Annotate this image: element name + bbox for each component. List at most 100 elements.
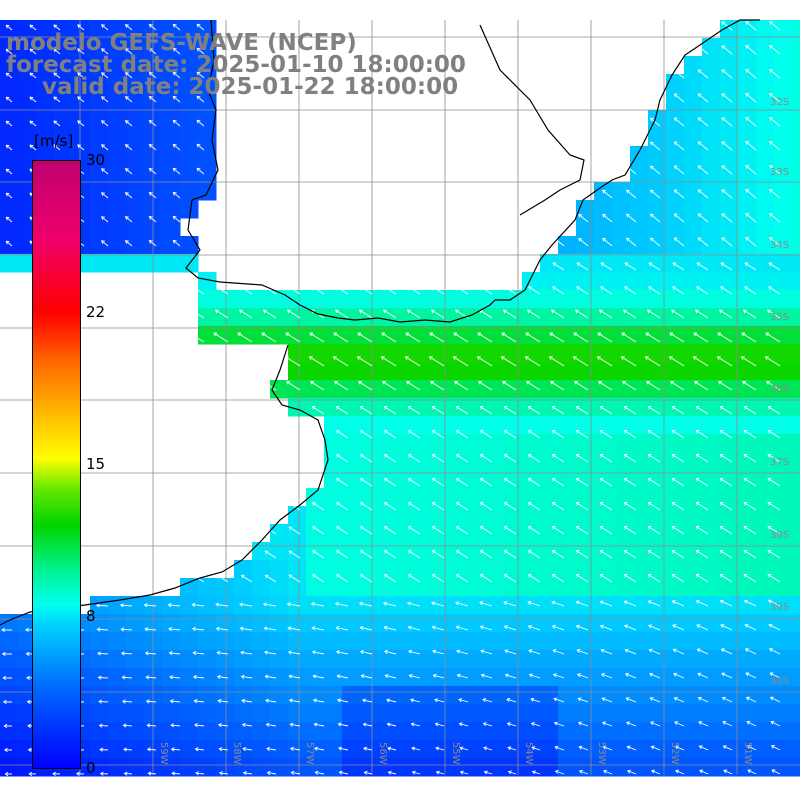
wind-arrow [623, 624, 637, 631]
wind-speed-cell [198, 686, 217, 705]
wind-speed-cell [720, 668, 739, 687]
wind-speed-cell [468, 650, 487, 669]
wind-speed-cell [684, 578, 703, 597]
wind-speed-cell [612, 470, 631, 489]
wind-arrow [718, 381, 733, 391]
wind-arrow [504, 286, 517, 295]
wind-arrow [172, 143, 181, 151]
wind-speed-cell [666, 452, 685, 471]
wind-speed-cell [720, 398, 739, 417]
wind-speed-cell [792, 650, 800, 669]
wind-speed-cell [756, 308, 775, 327]
wind-speed-cell [18, 128, 37, 147]
wind-arrow [718, 309, 733, 319]
wind-speed-cell [540, 758, 559, 777]
wind-speed-cell [414, 650, 433, 669]
wind-speed-cell [666, 488, 685, 507]
wind-arrow [145, 699, 157, 704]
wind-speed-cell [468, 686, 487, 705]
wind-speed-cell [270, 560, 289, 579]
wind-speed-cell [378, 506, 397, 525]
wind-arrow [479, 574, 493, 583]
wind-arrow [311, 502, 325, 511]
wind-arrow [527, 478, 541, 487]
wind-speed-cell [126, 92, 145, 111]
wind-speed-cell [738, 92, 757, 111]
wind-speed-cell [522, 650, 541, 669]
wind-speed-cell [306, 578, 325, 597]
wind-speed-cell [108, 182, 127, 201]
latitude-label: 39S [770, 602, 789, 613]
wind-speed-cell [0, 56, 19, 75]
wind-arrow [406, 309, 421, 319]
wind-speed-cell [558, 506, 577, 525]
wind-speed-cell [342, 632, 361, 651]
wind-speed-cell [18, 110, 37, 129]
wind-arrow [479, 550, 493, 559]
wind-speed-cell [630, 272, 649, 291]
wind-speed-cell [198, 308, 217, 327]
wind-arrow [504, 673, 517, 679]
wind-arrow [29, 120, 37, 127]
longitude-label: 58W [231, 742, 242, 765]
wind-speed-cell [756, 416, 775, 435]
wind-speed-cell [540, 290, 559, 309]
wind-speed-cell [702, 614, 721, 633]
wind-arrow [148, 48, 157, 55]
wind-speed-cell [180, 722, 199, 741]
wind-arrow [671, 502, 685, 511]
wind-speed-cell [396, 740, 415, 759]
wind-speed-cell [270, 686, 289, 705]
wind-speed-cell [612, 560, 631, 579]
wind-speed-cell [702, 668, 721, 687]
wind-speed-cell [288, 632, 307, 651]
wind-speed-cell [270, 650, 289, 669]
wind-arrow [428, 356, 445, 367]
wind-arrow [647, 526, 661, 535]
wind-speed-cell [432, 506, 451, 525]
wind-speed-cell [792, 470, 800, 489]
wind-arrow [143, 603, 157, 608]
wind-arrow [308, 356, 325, 367]
wind-speed-cell [522, 434, 541, 453]
wind-arrow [335, 625, 349, 631]
wind-speed-cell [774, 470, 793, 489]
wind-speed-cell [0, 74, 19, 93]
wind-arrow [237, 332, 253, 343]
wind-speed-cell [612, 758, 631, 777]
wind-speed-cell [648, 200, 667, 219]
wind-speed-cell [612, 398, 631, 417]
longitude-label: 53W [596, 742, 607, 765]
wind-arrow [77, 144, 85, 151]
wind-arrow [408, 673, 421, 679]
wind-speed-cell [522, 344, 541, 363]
wind-arrow [531, 770, 541, 775]
wind-speed-cell [180, 614, 199, 633]
wind-arrow [576, 286, 589, 295]
wind-arrow [124, 72, 133, 79]
wind-speed-cell [324, 758, 343, 777]
wind-speed-cell [576, 722, 595, 741]
wind-speed-cell [720, 596, 739, 615]
wind-arrow [77, 48, 85, 55]
wind-arrow [599, 550, 613, 559]
wind-arrow [483, 746, 493, 751]
wind-speed-cell [108, 38, 127, 57]
wind-arrow [434, 698, 445, 703]
wind-arrow [3, 747, 13, 753]
wind-arrow [196, 119, 205, 127]
wind-arrow [148, 120, 157, 127]
wind-speed-cell [558, 488, 577, 507]
wind-speed-cell [666, 290, 685, 309]
wind-speed-cell [468, 398, 487, 417]
wind-speed-cell [594, 218, 613, 237]
wind-speed-cell [684, 74, 703, 93]
wind-speed-cell [324, 506, 343, 525]
wind-speed-cell [774, 128, 793, 147]
wind-speed-cell [648, 434, 667, 453]
wind-speed-cell [180, 38, 199, 57]
wind-speed-cell [612, 326, 631, 345]
wind-arrow [552, 262, 565, 271]
wind-speed-cell [648, 650, 667, 669]
